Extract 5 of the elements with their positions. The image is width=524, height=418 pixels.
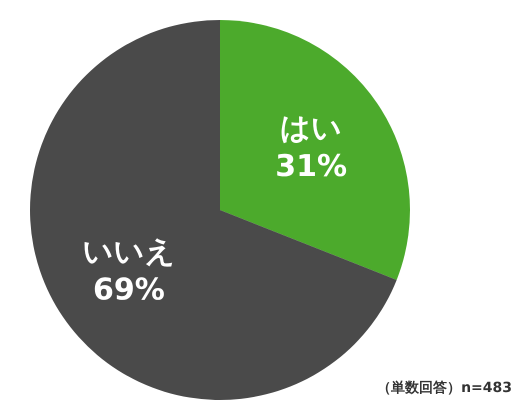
slice-label: はい [280,110,342,146]
data-label: 31% [275,148,348,184]
data-label: 69% [92,272,165,308]
text: （単数回答）n=483 [377,380,512,396]
slice-label: いいえ [82,234,176,270]
